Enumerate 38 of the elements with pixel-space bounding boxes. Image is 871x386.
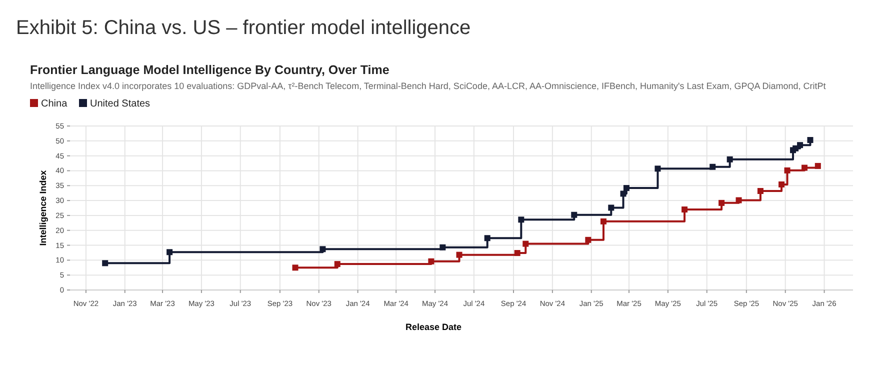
y-axis-title: Intelligence Index [38, 170, 48, 246]
legend-label: United States [90, 98, 150, 110]
point [514, 250, 520, 256]
chart-subtitle: Frontier Language Model Intelligence By Country, Over Time [30, 63, 390, 77]
point [778, 181, 785, 188]
point [797, 142, 804, 148]
point [718, 200, 725, 206]
point [608, 204, 614, 211]
point [456, 252, 462, 258]
point [814, 162, 821, 169]
x-axis-title: Release Date [405, 322, 462, 332]
point [571, 212, 578, 218]
point [102, 260, 108, 266]
point [484, 235, 490, 242]
point [518, 216, 524, 223]
point [807, 137, 814, 144]
point [802, 164, 808, 171]
point [440, 244, 446, 250]
point [623, 185, 630, 192]
point [654, 166, 661, 172]
point [736, 197, 742, 204]
point [428, 258, 434, 264]
text: Intelligence Index v4.0 incorporates 10 evaluations: GDPval-AA, τ²-Bench Telecom, Terminal-Bench Hard, SciCode, AA-LCR, AA-Omniscience, IFBench, Humanity's Last Exam, GPQA Diamond, CritPt [30, 81, 826, 91]
point [784, 167, 790, 174]
point [585, 236, 592, 243]
point [682, 206, 688, 212]
point [334, 261, 340, 268]
point [710, 164, 716, 170]
point [757, 188, 764, 194]
point [320, 246, 326, 252]
point [292, 264, 298, 271]
point [620, 190, 626, 197]
point [166, 249, 173, 256]
point [726, 156, 733, 162]
point [600, 218, 606, 224]
legend-label: China [41, 98, 68, 110]
chart-title: Exhibit 5: China vs. US – frontier model intelligence [16, 17, 471, 39]
point [522, 240, 529, 247]
